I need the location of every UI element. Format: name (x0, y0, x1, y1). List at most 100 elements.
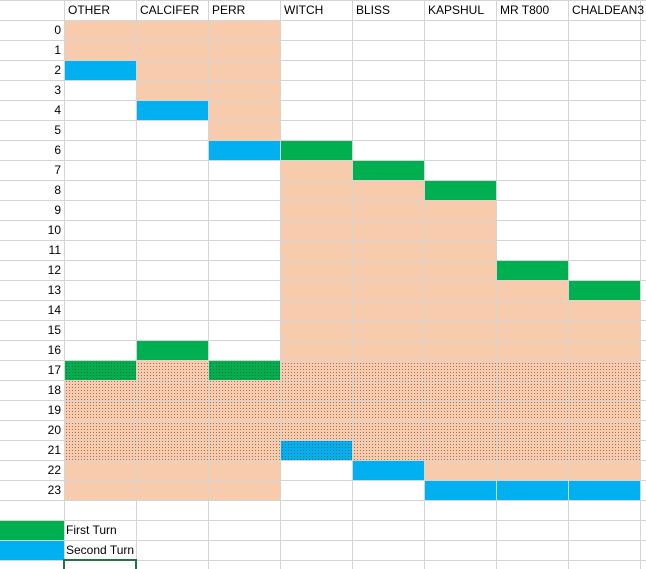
row-number: 15 (48, 323, 62, 337)
cell-fill (280, 180, 352, 200)
cell-fill (64, 460, 136, 480)
cell-fill (136, 460, 208, 480)
cell-fill (424, 220, 496, 240)
cell-fill (64, 60, 136, 80)
row-number: 18 (48, 383, 62, 397)
row-number: 11 (49, 243, 62, 257)
row-number: 0 (54, 23, 61, 37)
cell-fill (136, 40, 208, 60)
cell-fill (496, 460, 568, 480)
cell-fill (568, 460, 640, 480)
cell-fill (352, 220, 424, 240)
row-number: 22 (48, 463, 62, 477)
column-header: MR T800 (500, 3, 549, 17)
cell-fill (424, 180, 496, 200)
row-number: 6 (54, 143, 61, 157)
cell-fill (496, 480, 568, 500)
row-number: 8 (54, 183, 61, 197)
column-header: CHALDEAN3 (572, 3, 644, 17)
cell-fill (208, 80, 280, 100)
cell-fill (280, 160, 352, 180)
row-number: 20 (48, 423, 62, 437)
cell-fill (136, 20, 208, 40)
cell-fill (352, 320, 424, 340)
cell-fill (568, 320, 640, 340)
row-number: 19 (48, 403, 62, 417)
cell-fill (424, 340, 496, 360)
cell-fill (496, 260, 568, 280)
cell-fill (136, 480, 208, 500)
column-header: OTHER (68, 3, 110, 17)
cell-fill (136, 100, 208, 120)
cell-fill (568, 280, 640, 300)
cell-fill (208, 20, 280, 40)
cell-fill (496, 300, 568, 320)
cell-fill (424, 460, 496, 480)
legend-swatch (0, 520, 64, 540)
cell-fill (568, 300, 640, 320)
cell-fill (424, 300, 496, 320)
cell-fill (280, 300, 352, 320)
row-number: 16 (48, 343, 62, 357)
cell-fill (280, 320, 352, 340)
row-number: 9 (54, 203, 61, 217)
cell-fill (424, 480, 496, 500)
cell-fill (352, 300, 424, 320)
legend-label: First Turn (66, 523, 117, 537)
row-number: 10 (48, 223, 62, 237)
cell-fill (64, 480, 136, 500)
row-number: 12 (48, 263, 62, 277)
column-header: BLISS (356, 3, 390, 17)
cell-fill (208, 120, 280, 140)
cell-fill (208, 60, 280, 80)
cell-fill (424, 280, 496, 300)
column-header: CALCIFER (140, 3, 200, 17)
cell-fill (424, 200, 496, 220)
cell-fill (64, 40, 136, 60)
cell-fill (280, 200, 352, 220)
cell-fill (208, 460, 280, 480)
row-number: 4 (54, 103, 61, 117)
legend-label: Second Turn (66, 543, 134, 557)
column-header: WITCH (284, 3, 323, 17)
cell-fill (424, 320, 496, 340)
selected-cell (63, 559, 137, 569)
cell-fill (136, 60, 208, 80)
cell-fill (64, 20, 136, 40)
row-number: 23 (48, 483, 62, 497)
cell-fill (424, 240, 496, 260)
row-number: 1 (54, 43, 61, 57)
column-header: KAPSHUL (428, 3, 484, 17)
column-header: PERR (212, 3, 246, 17)
legend-swatch (0, 540, 64, 560)
cell-fill (280, 280, 352, 300)
cell-fill (352, 460, 424, 480)
cell-fill (280, 220, 352, 240)
cell-fill (352, 200, 424, 220)
cell-fill (208, 480, 280, 500)
cell-fill (568, 340, 640, 360)
cell-fill (208, 40, 280, 60)
cell-fill (496, 280, 568, 300)
row-number: 5 (54, 123, 61, 137)
cell-fill (352, 160, 424, 180)
row-number: 17 (48, 363, 62, 377)
cell-fill (496, 340, 568, 360)
cell-fill (352, 180, 424, 200)
row-number: 7 (54, 163, 61, 177)
cell-fill (208, 140, 280, 160)
cell-fill (208, 100, 280, 120)
cell-fill (280, 340, 352, 360)
cell-fill (352, 340, 424, 360)
row-number: 3 (54, 83, 61, 97)
row-number: 14 (48, 303, 62, 317)
cell-fill (568, 480, 640, 500)
cell-fill (496, 320, 568, 340)
row-number: 2 (54, 63, 61, 77)
cell-fill (280, 140, 352, 160)
cell-fill (136, 340, 208, 360)
cell-fill (280, 260, 352, 280)
row-number: 21 (48, 443, 62, 457)
cell-fill (136, 80, 208, 100)
